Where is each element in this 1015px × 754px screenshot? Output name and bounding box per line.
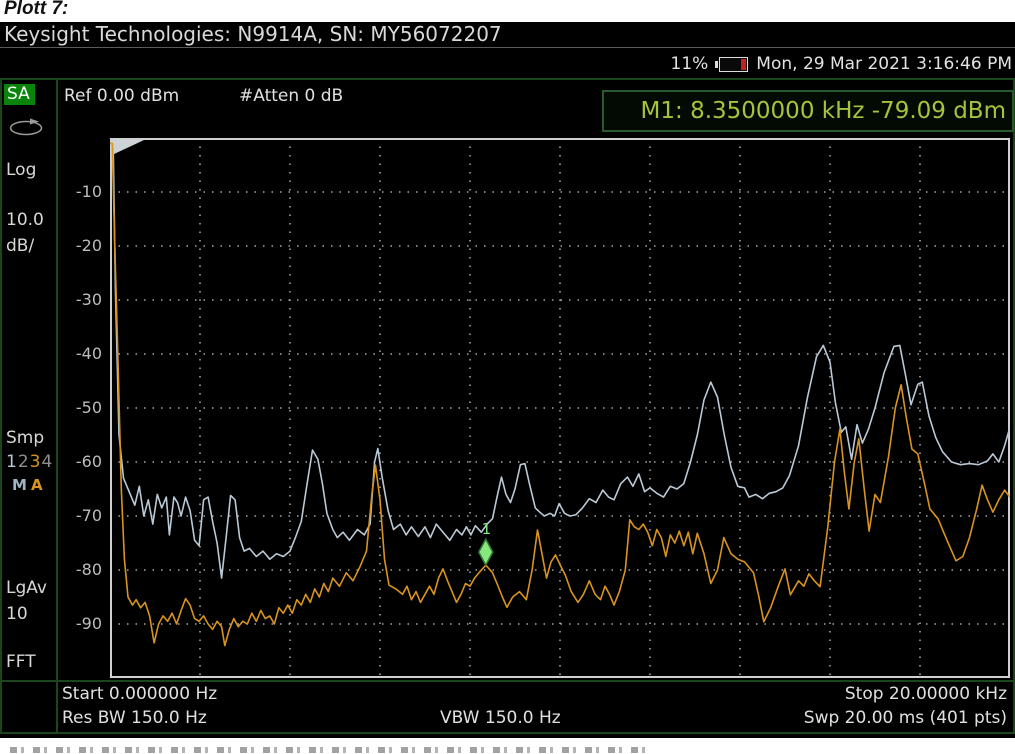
plot-border bbox=[110, 138, 1010, 678]
start-freq-label: Start 0.000000 Hz bbox=[62, 684, 218, 704]
average-count-label: 10 bbox=[6, 604, 28, 624]
marker-1-label: 1 bbox=[482, 520, 492, 538]
scale-value-label: 10.0 bbox=[6, 210, 44, 230]
trace-number: 3 bbox=[29, 452, 42, 472]
battery-icon bbox=[715, 56, 749, 72]
figure-caption: Plott 7: bbox=[4, 0, 69, 19]
trace-number: 4 bbox=[41, 452, 54, 472]
marker-1-diamond bbox=[477, 537, 494, 567]
y-tick-label: -40 bbox=[75, 344, 102, 363]
y-tick-label: -30 bbox=[75, 290, 102, 309]
spectrum-plot-svg: 1 bbox=[109, 138, 1011, 678]
stop-freq-label: Stop 20.00000 kHz bbox=[844, 684, 1007, 704]
instrument-title-bar: Keysight Technologies: N9914A, SN: MY560… bbox=[0, 22, 1015, 48]
continuous-sweep-icon bbox=[6, 116, 48, 143]
marker-readout-text: M1: 8.3500000 kHz -79.09 dBm bbox=[640, 98, 1006, 124]
attenuation-label: #Atten 0 dB bbox=[239, 86, 344, 106]
sweep-time-label: Swp 20.00 ms (401 pts) bbox=[803, 708, 1007, 728]
dc-clip-triangle bbox=[112, 140, 144, 155]
trace-state: M bbox=[12, 476, 31, 494]
y-tick-label: -10 bbox=[75, 182, 102, 201]
trace-numbers: 1234 bbox=[6, 452, 53, 472]
sweep-settings-bar: Start 0.000000 Hz Stop 20.00000 kHz Res … bbox=[2, 680, 1013, 734]
fft-label: FFT bbox=[6, 652, 36, 672]
marker-readout-box: M1: 8.3500000 kHz -79.09 dBm bbox=[602, 90, 1014, 132]
status-row: 11% Mon, 29 Mar 2021 3:16:46 PM bbox=[671, 51, 1013, 77]
ref-level-label: Ref 0.00 dBm bbox=[64, 86, 180, 106]
trace-number: 2 bbox=[17, 452, 30, 472]
vbw-label: VBW 150.0 Hz bbox=[440, 708, 561, 728]
scale-unit-label: dB/ bbox=[6, 236, 35, 256]
mode-badge: SA bbox=[4, 84, 35, 105]
trace-states: MA bbox=[12, 476, 47, 494]
res-bw-label: Res BW 150.0 Hz bbox=[62, 708, 207, 728]
sa-mode-label: SA bbox=[4, 84, 35, 105]
detector-label: Smp bbox=[6, 428, 45, 448]
trace-3-average-polyline bbox=[109, 142, 1011, 647]
measurement-area: SA Log 10.0 dB/ Smp 1234 MA LgAv 10 FFT bbox=[0, 78, 1015, 734]
mode-sidebar: SA Log 10.0 dB/ Smp 1234 MA LgAv 10 FFT bbox=[2, 80, 58, 732]
y-tick-label: -60 bbox=[75, 452, 102, 471]
datetime-label: Mon, 29 Mar 2021 3:16:46 PM bbox=[756, 54, 1012, 74]
instrument-screen: Keysight Technologies: N9914A, SN: MY560… bbox=[0, 22, 1015, 738]
average-type-label: LgAv bbox=[6, 578, 47, 598]
y-tick-label: -50 bbox=[75, 398, 102, 417]
battery-percent: 11% bbox=[670, 54, 709, 74]
trace-1-maxhold-polyline bbox=[109, 142, 1011, 579]
y-tick-label: -80 bbox=[75, 560, 102, 579]
scale-type-label: Log bbox=[6, 160, 37, 180]
cropped-document-text bbox=[0, 738, 1015, 754]
spectrum-plot: 1 bbox=[109, 138, 1011, 678]
y-tick-label: -90 bbox=[75, 614, 102, 633]
y-tick-label: -70 bbox=[75, 506, 102, 525]
trace-state: A bbox=[30, 476, 47, 494]
trace-number: 1 bbox=[6, 452, 18, 472]
y-tick-label: -20 bbox=[75, 236, 102, 255]
